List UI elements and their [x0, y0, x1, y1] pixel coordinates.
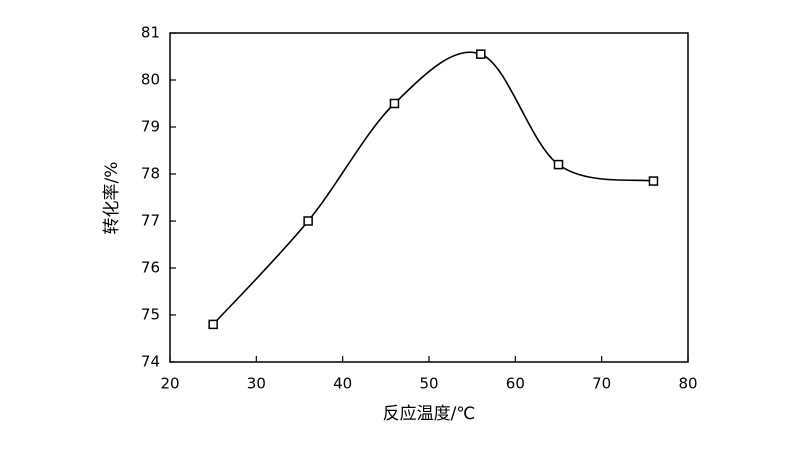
x-tick-label: 40: [333, 375, 352, 393]
x-tick-label: 60: [506, 375, 525, 393]
x-tick-label: 70: [592, 375, 611, 393]
data-point: [648, 176, 659, 186]
y-tick-label: 80: [141, 71, 160, 89]
y-tick-label: 74: [141, 353, 160, 371]
data-line: [212, 51, 654, 325]
y-tick-label: 79: [141, 118, 160, 136]
x-tick-label: 50: [419, 375, 438, 393]
data-point: [389, 98, 400, 109]
data-point: [303, 216, 313, 226]
data-point: [476, 49, 486, 59]
y-tick-label: 75: [141, 306, 160, 324]
plot-frame: [169, 32, 689, 363]
y-axis-title: 转化率/%: [102, 162, 122, 235]
x-tick-label: 20: [160, 375, 179, 393]
data-point: [208, 319, 218, 330]
x-tick-label: 80: [678, 375, 697, 393]
x-tick-label: 30: [247, 375, 266, 393]
y-tick-label: 81: [141, 24, 160, 42]
y-tick-label: 78: [141, 165, 160, 183]
data-point: [553, 159, 564, 170]
x-axis-title: 反应温度/℃: [383, 404, 476, 424]
y-tick-label: 76: [141, 259, 160, 277]
y-tick-label: 77: [141, 212, 160, 230]
